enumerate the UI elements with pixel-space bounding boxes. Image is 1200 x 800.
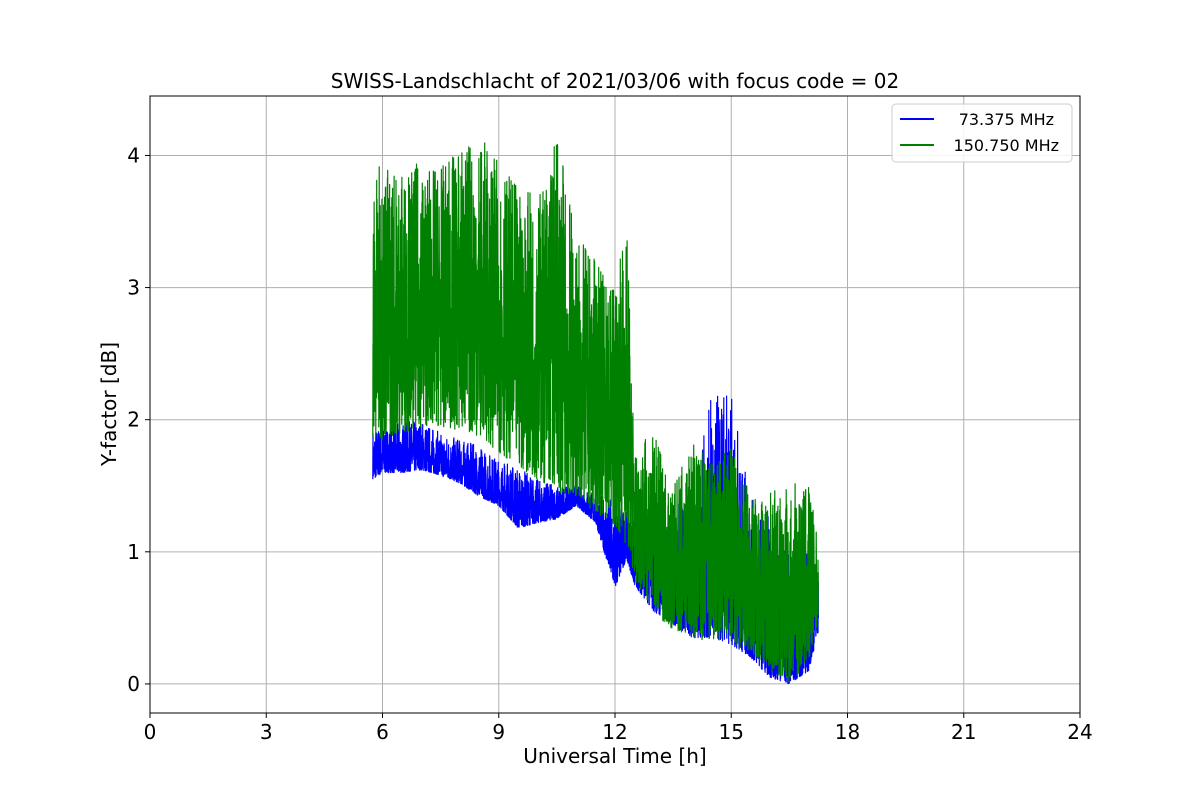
y-tick-label: 4 — [127, 143, 140, 167]
x-tick-label: 21 — [951, 720, 976, 744]
chart-title: SWISS-Landschlacht of 2021/03/06 with fo… — [331, 69, 899, 93]
x-tick-label: 3 — [260, 720, 273, 744]
data-series — [372, 142, 819, 685]
legend-label-73375: 73.375 MHz — [959, 110, 1054, 129]
y-axis-label: Y-factor [dB] — [97, 342, 121, 467]
x-tick-label: 18 — [835, 720, 860, 744]
x-tick-label: 24 — [1067, 720, 1092, 744]
y-tick-label: 0 — [127, 672, 140, 696]
legend-box — [891, 103, 1073, 163]
x-axis-label: Universal Time [h] — [523, 744, 706, 768]
x-tick-label: 15 — [719, 720, 744, 744]
x-tick-label: 6 — [376, 720, 389, 744]
y-tick-label: 3 — [127, 276, 140, 300]
legend: 73.375 MHz 150.750 MHz — [891, 103, 1073, 163]
y-tick-label: 1 — [127, 540, 140, 564]
legend-label-150750: 150.750 MHz — [954, 136, 1059, 155]
x-tick-label: 9 — [492, 720, 505, 744]
x-tick-label: 0 — [144, 720, 157, 744]
y-tick-label: 2 — [127, 408, 140, 432]
series-line-1 — [372, 142, 819, 683]
x-tick-label: 12 — [602, 720, 627, 744]
